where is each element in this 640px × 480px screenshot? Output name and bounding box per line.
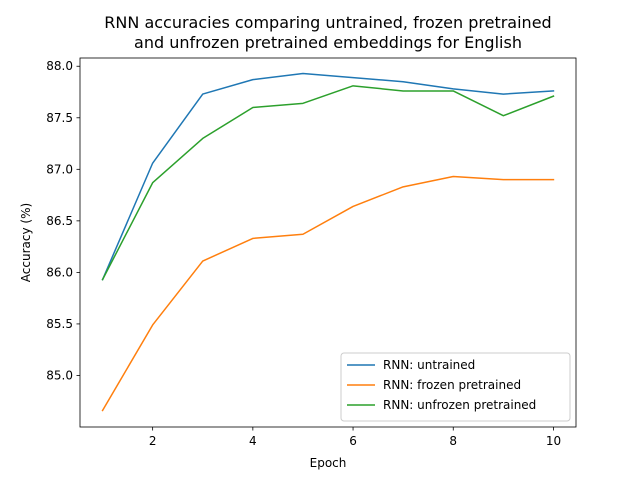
y-axis-label: Accuracy (%) xyxy=(19,203,33,282)
x-axis-label: Epoch xyxy=(310,456,347,470)
legend: RNN: untrained RNN: frozen pretrained RNN:… xyxy=(340,352,571,422)
y-tick-label: 85.5 xyxy=(46,317,73,331)
chart-title-line-1: RNN accuracies comparing untrained, froz… xyxy=(104,13,551,32)
x-tick-label: 10 xyxy=(546,434,561,448)
x-tick-label: 8 xyxy=(449,434,457,448)
y-tick-label: 88.0 xyxy=(46,59,73,73)
x-tick-label: 4 xyxy=(249,434,257,448)
x-tick-label: 2 xyxy=(149,434,157,448)
y-tick-label: 87.5 xyxy=(46,111,73,125)
legend-box xyxy=(340,352,571,422)
legend-label-2: RNN: frozen pretrained xyxy=(383,378,521,392)
y-tick-label: 87.0 xyxy=(46,162,73,176)
legend-label-3: RNN: unfrozen pretrained xyxy=(383,398,536,412)
y-tick-label: 86.5 xyxy=(46,214,73,228)
y-axis-ticks: 85.0 85.5 86.0 86.5 87.0 87.5 88.0 xyxy=(46,59,80,382)
plot-frame xyxy=(79,57,577,428)
series-line-2 xyxy=(101,175,555,412)
x-tick-label: 6 xyxy=(349,434,357,448)
chart-title-line-2: and unfrozen pretrained embeddings for E… xyxy=(134,33,522,52)
legend-label-1: RNN: untrained xyxy=(383,358,475,372)
axes xyxy=(79,57,577,428)
y-tick-label: 86.0 xyxy=(46,265,73,279)
series-line-1 xyxy=(101,72,555,281)
series-lines xyxy=(101,72,555,412)
series-line-3 xyxy=(101,85,555,281)
y-tick-label: 85.0 xyxy=(46,368,73,382)
x-axis-ticks: 2 4 6 8 10 xyxy=(149,427,561,448)
chart-title: RNN accuracies comparing untrained, froz… xyxy=(104,13,551,52)
